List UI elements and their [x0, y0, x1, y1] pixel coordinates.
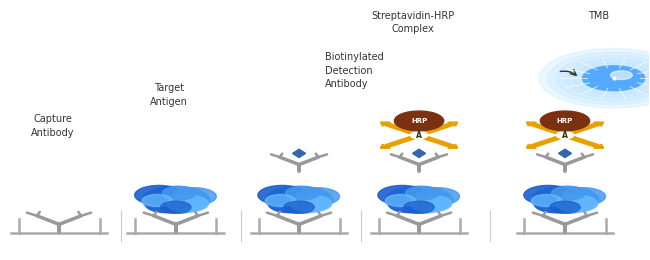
- Circle shape: [142, 194, 172, 206]
- Polygon shape: [448, 144, 458, 148]
- Text: A: A: [562, 131, 568, 140]
- Circle shape: [410, 132, 428, 139]
- Circle shape: [265, 186, 333, 213]
- Circle shape: [565, 59, 650, 98]
- Circle shape: [285, 186, 319, 200]
- Circle shape: [296, 188, 339, 205]
- Text: Capture
Antibody: Capture Antibody: [31, 114, 74, 138]
- Circle shape: [582, 66, 645, 91]
- Circle shape: [562, 188, 605, 205]
- Circle shape: [610, 71, 632, 80]
- Circle shape: [389, 197, 429, 213]
- Circle shape: [574, 62, 650, 94]
- Polygon shape: [380, 122, 391, 126]
- Text: TMB: TMB: [588, 11, 609, 21]
- Circle shape: [162, 186, 196, 200]
- Circle shape: [524, 185, 573, 205]
- Circle shape: [531, 194, 562, 206]
- Circle shape: [540, 111, 590, 131]
- Polygon shape: [380, 144, 391, 148]
- Text: HRP: HRP: [411, 118, 427, 124]
- Polygon shape: [526, 122, 536, 126]
- Polygon shape: [558, 149, 571, 158]
- Polygon shape: [448, 122, 458, 126]
- Circle shape: [556, 195, 598, 212]
- Circle shape: [395, 111, 444, 131]
- Text: Target
Antigen: Target Antigen: [150, 83, 188, 107]
- Circle shape: [406, 186, 439, 200]
- Circle shape: [268, 197, 309, 213]
- Polygon shape: [292, 149, 306, 158]
- Circle shape: [172, 188, 216, 205]
- Circle shape: [378, 185, 426, 205]
- Text: Biotinylated
Detection
Antibody: Biotinylated Detection Antibody: [325, 53, 384, 89]
- Circle shape: [548, 52, 650, 105]
- Circle shape: [135, 185, 183, 205]
- Circle shape: [531, 186, 599, 213]
- Circle shape: [539, 48, 650, 108]
- Polygon shape: [593, 144, 604, 148]
- Circle shape: [284, 201, 314, 213]
- Circle shape: [385, 186, 453, 213]
- Circle shape: [416, 188, 460, 205]
- Circle shape: [166, 195, 209, 212]
- Text: A: A: [416, 131, 422, 140]
- Circle shape: [258, 185, 307, 205]
- Circle shape: [556, 55, 650, 101]
- Circle shape: [410, 195, 452, 212]
- Circle shape: [535, 197, 575, 213]
- Circle shape: [550, 201, 580, 213]
- Circle shape: [404, 201, 434, 213]
- Circle shape: [146, 197, 186, 213]
- Circle shape: [161, 201, 191, 213]
- Circle shape: [551, 186, 585, 200]
- Circle shape: [556, 132, 574, 139]
- Polygon shape: [526, 144, 536, 148]
- Polygon shape: [593, 122, 604, 126]
- Text: Streptavidin-HRP
Complex: Streptavidin-HRP Complex: [371, 11, 454, 34]
- Circle shape: [142, 186, 209, 213]
- Circle shape: [385, 194, 416, 206]
- Circle shape: [290, 195, 332, 212]
- Text: HRP: HRP: [557, 118, 573, 124]
- Polygon shape: [413, 149, 426, 158]
- Circle shape: [265, 194, 296, 206]
